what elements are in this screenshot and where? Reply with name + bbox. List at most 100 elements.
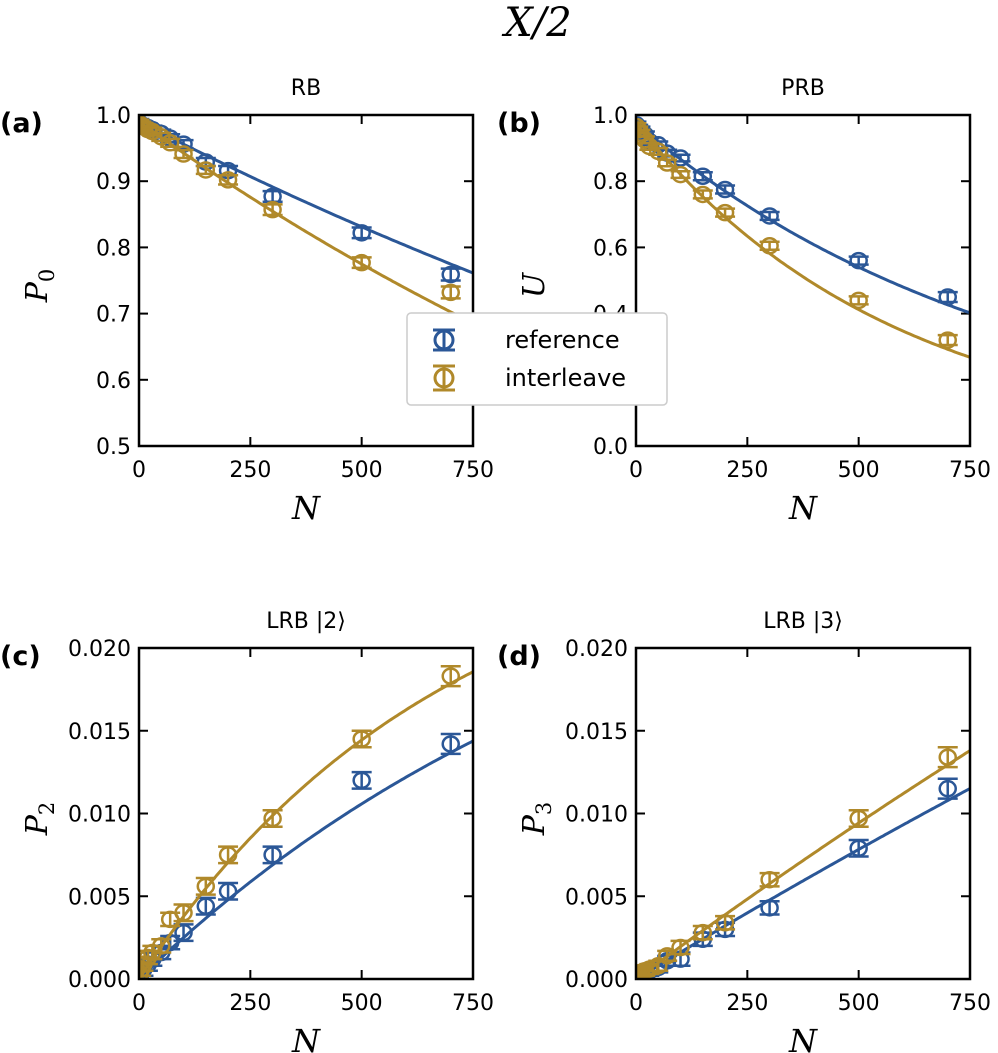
series-interleave	[636, 746, 970, 979]
x-tick-label: 500	[341, 991, 383, 1016]
y-tick-label: 0.005	[68, 885, 131, 910]
legend: reference interleave	[406, 312, 668, 406]
data-point	[352, 771, 371, 790]
data-point	[174, 145, 193, 163]
y-axis-label: P3	[517, 802, 556, 837]
y-tick-label: 0.015	[68, 720, 131, 745]
data-point	[263, 846, 282, 864]
x-tick-label: 250	[229, 991, 271, 1016]
x-tick-label: 500	[341, 458, 383, 483]
fit-line	[139, 120, 473, 275]
fit-line	[636, 122, 970, 315]
plot-frame	[137, 646, 475, 981]
data-point	[938, 288, 957, 306]
x-tick-label: 0	[132, 458, 146, 483]
x-tick-label: 250	[726, 458, 768, 483]
y-tick-label: 0.010	[68, 803, 131, 828]
y-tick-label: 1.0	[96, 104, 131, 129]
plot-frame	[137, 113, 475, 448]
series-interleave	[139, 664, 473, 979]
data-point	[196, 161, 216, 179]
y-tick-label: 0.020	[565, 637, 628, 662]
data-point	[938, 331, 957, 349]
y-tick-label: 0.9	[96, 170, 131, 195]
x-axis-label: N	[788, 489, 818, 527]
panel-c: LRB |2⟩ (c) 0 250 500 750 0.000 0.005 0.010 0.015…	[0, 609, 494, 1053]
data-point	[671, 165, 690, 184]
legend-item-reference: reference	[433, 326, 620, 354]
plot-frame	[634, 646, 972, 981]
data-point	[263, 200, 282, 219]
x-tick-label: 750	[949, 458, 991, 483]
data-point	[174, 904, 193, 922]
data-point	[849, 251, 868, 270]
y-tick-label: 0.8	[96, 236, 131, 261]
series-reference	[139, 732, 473, 979]
x-tick-label: 500	[838, 991, 880, 1016]
legend-item-interleave: interleave	[433, 364, 626, 392]
data-point	[218, 846, 238, 864]
data-point	[352, 224, 371, 242]
panel-label: (c)	[0, 641, 41, 672]
panel-title: LRB |3⟩	[763, 609, 843, 634]
data-point	[352, 253, 371, 272]
x-tick-label: 250	[229, 458, 271, 483]
panel-title: PRB	[781, 76, 825, 101]
legend-label-reference: reference	[505, 326, 620, 354]
panel-label: (a)	[0, 108, 43, 139]
data-point	[760, 207, 779, 225]
x-axis-label: N	[788, 1022, 818, 1053]
panel-label: (b)	[497, 108, 541, 139]
legend-label-interleave: interleave	[505, 364, 626, 392]
x-tick-label: 750	[452, 458, 494, 483]
fit-line	[636, 122, 970, 359]
fit-line	[139, 739, 473, 979]
x-tick-label: 750	[949, 991, 991, 1016]
data-point	[849, 839, 868, 858]
fit-line	[636, 748, 970, 979]
data-point	[693, 923, 713, 942]
x-axis-label: N	[291, 489, 321, 527]
data-point	[441, 265, 460, 284]
series-interleave	[636, 117, 970, 359]
data-point	[693, 167, 713, 185]
y-tick-label: 0.8	[593, 170, 628, 195]
data-point	[218, 882, 238, 901]
data-point	[218, 171, 238, 189]
data-point	[938, 779, 957, 798]
x-axis-label: N	[291, 1022, 321, 1053]
fit-line	[139, 670, 473, 979]
data-point	[160, 134, 180, 152]
y-tick-label: 0.6	[593, 236, 628, 261]
y-tick-label: 0.000	[68, 968, 131, 993]
data-point	[715, 203, 735, 222]
data-point	[441, 735, 460, 753]
y-tick-label: 0.005	[565, 885, 628, 910]
figure-title: X/2	[501, 0, 571, 46]
panels: RB (a) 0 250 500 750 0.5 0.6 0.7 0.8 0.9 1.0 N P0 PRB (…	[0, 76, 991, 1053]
x-tick-label: 250	[726, 991, 768, 1016]
data-point	[174, 923, 193, 942]
x-tick-label: 0	[629, 458, 643, 483]
y-axis-label: U	[517, 271, 552, 298]
panel-title: LRB |2⟩	[266, 609, 346, 634]
data-point	[441, 667, 460, 685]
data-point	[760, 899, 779, 917]
data-point	[152, 937, 171, 955]
x-tick-label: 0	[132, 991, 146, 1016]
y-tick-label: 0.0	[593, 435, 628, 460]
y-tick-label: 0.5	[96, 435, 131, 460]
data-point	[760, 870, 779, 889]
x-tick-label: 500	[838, 458, 880, 483]
series-reference	[139, 115, 473, 284]
y-tick-label: 0.6	[96, 369, 131, 394]
y-tick-label: 0.020	[68, 637, 131, 662]
y-tick-label: 0.7	[96, 303, 131, 328]
data-point	[263, 809, 282, 828]
data-point	[352, 730, 371, 748]
data-point	[715, 180, 735, 199]
y-tick-label: 0.010	[565, 803, 628, 828]
y-tick-label: 0.015	[565, 720, 628, 745]
data-point	[441, 283, 460, 302]
